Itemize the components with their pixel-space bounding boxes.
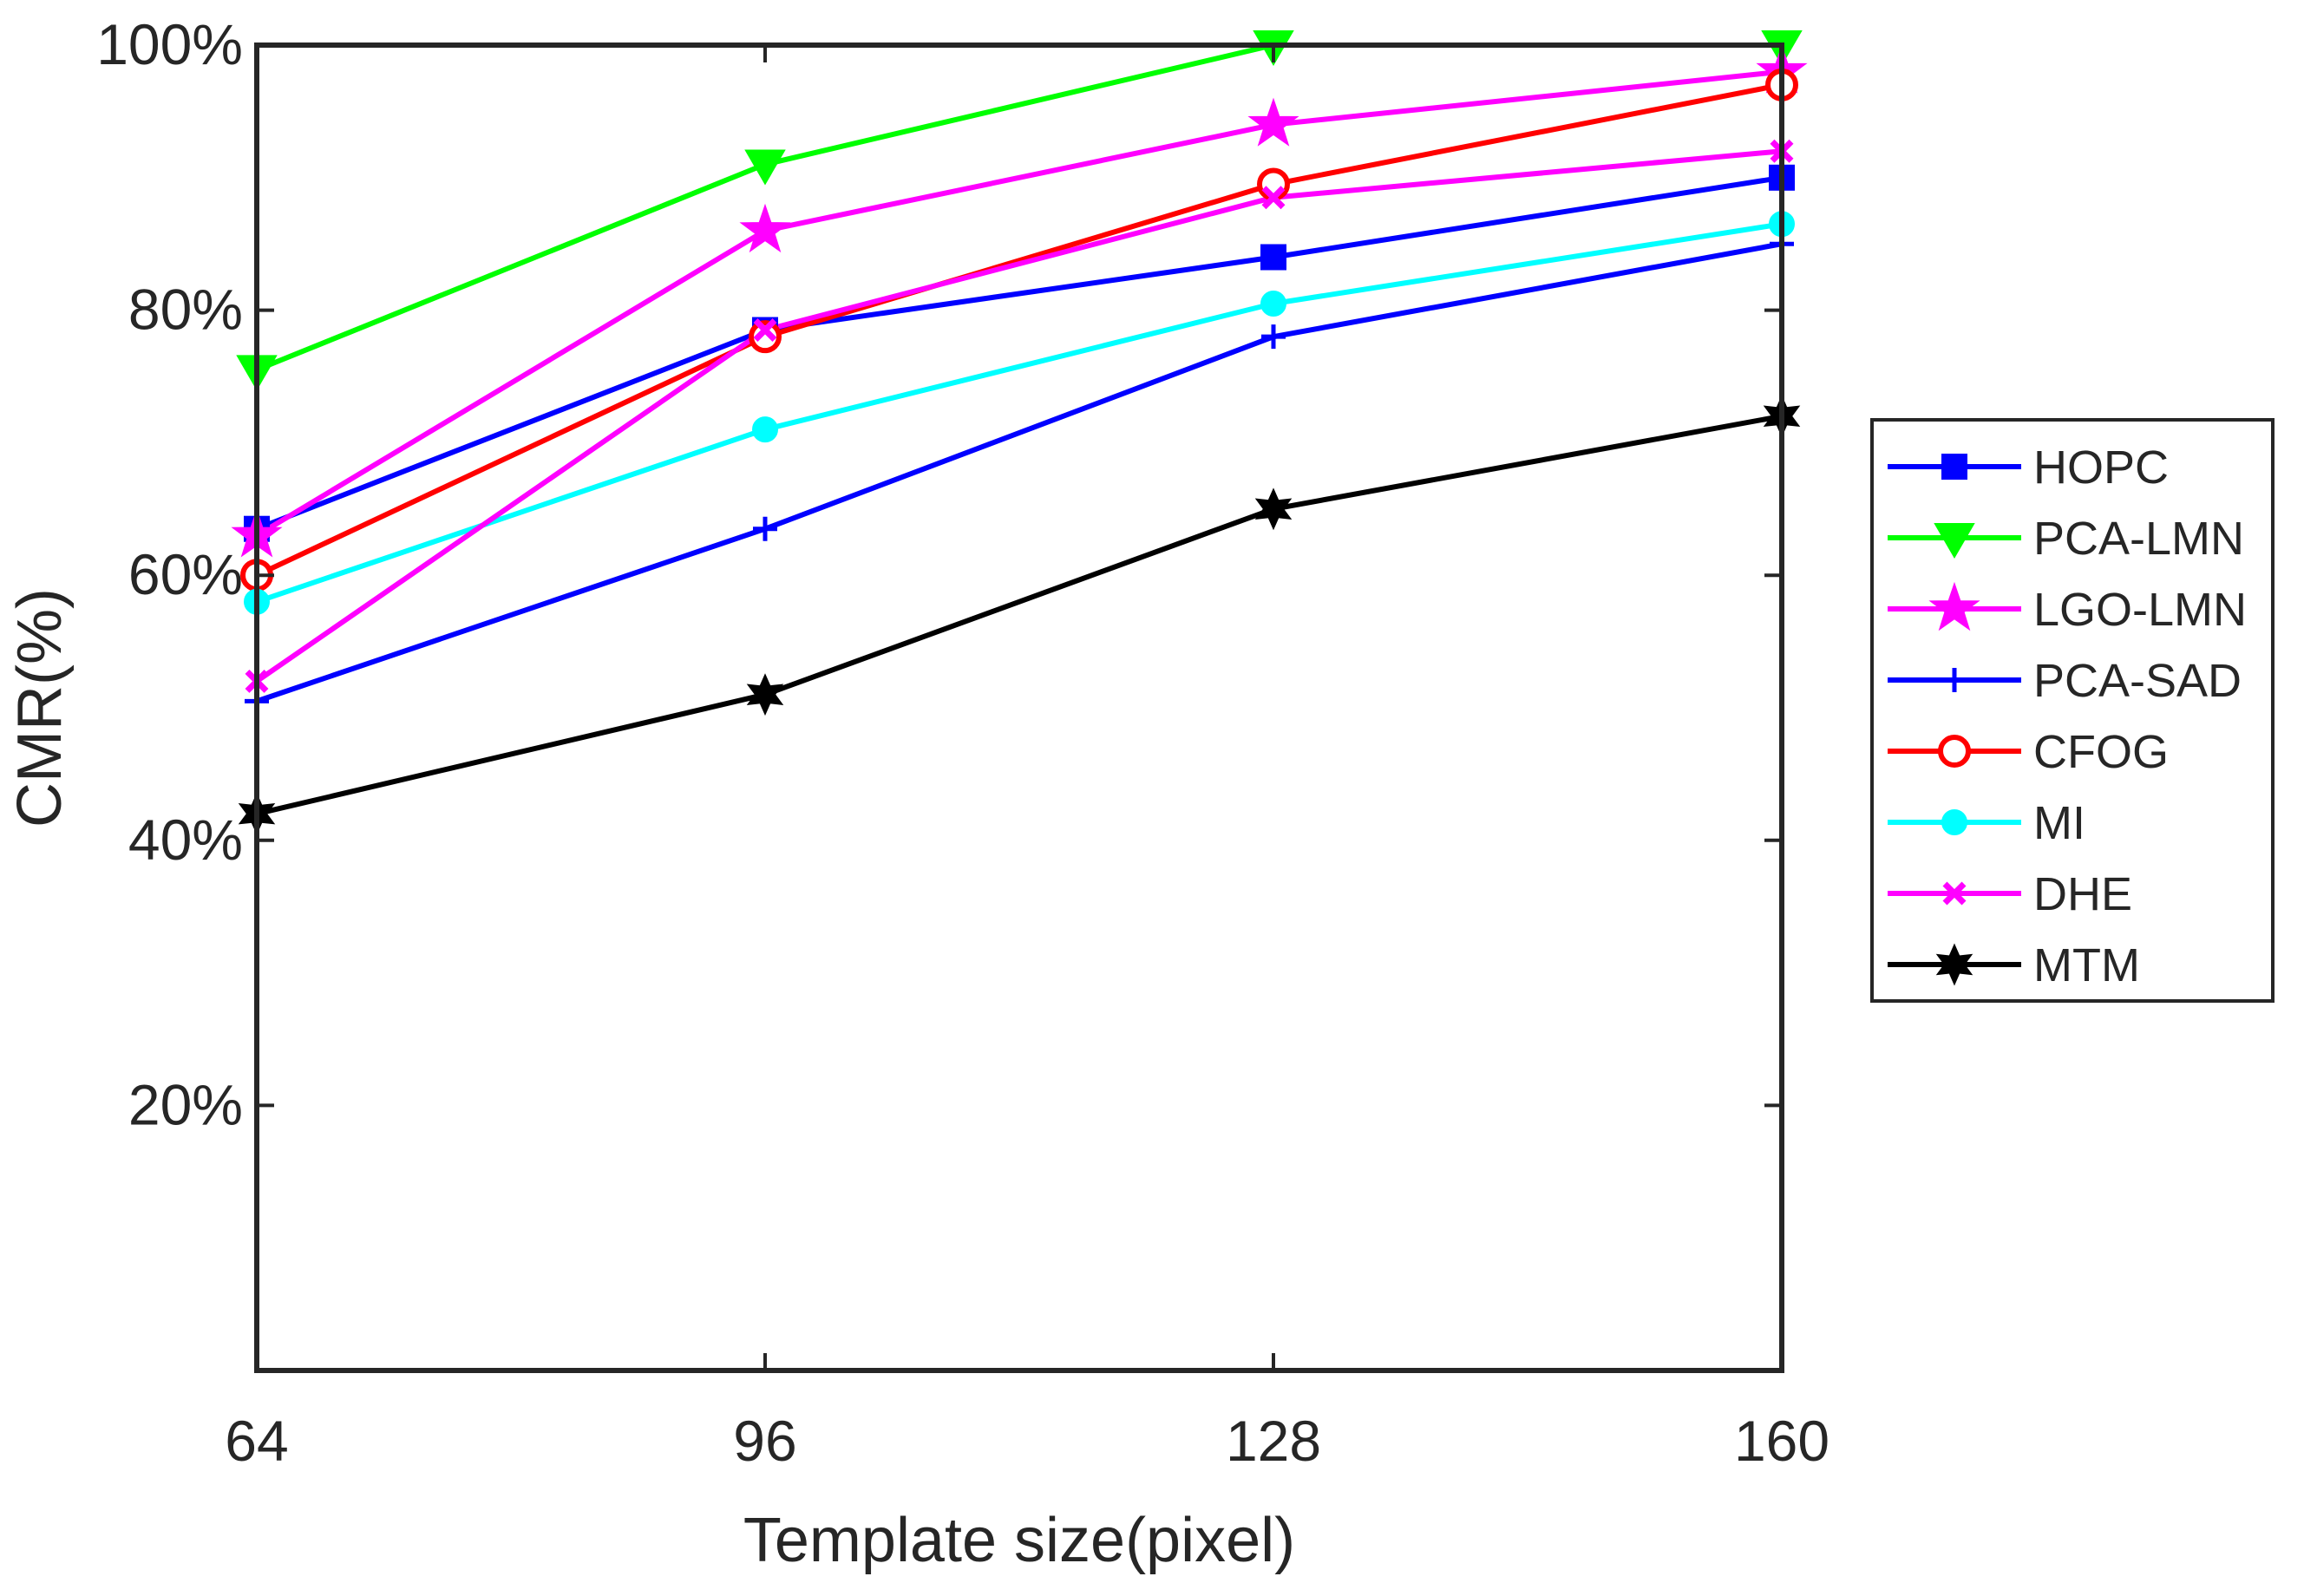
- plot-frame: [254, 43, 1784, 1373]
- x-axis: 64 96 128 160: [225, 45, 1829, 1473]
- x-axis-title: Template size(pixel): [743, 1506, 1295, 1575]
- legend-entry-mi: MI: [1888, 797, 2085, 849]
- legend: HOPC PCA-LMN LGO-LMN PCA-SAD CFOG MI DHE MTM: [1870, 418, 2275, 1003]
- x-tick-label: 64: [225, 1409, 288, 1473]
- y-tick-label: 80%: [128, 278, 243, 342]
- legend-label: LGO-LMN: [2033, 584, 2247, 636]
- legend-label: MI: [2033, 797, 2085, 849]
- legend-marker: [1942, 881, 1967, 906]
- y-tick-label: 100%: [96, 12, 243, 76]
- data-point-lgo-lmn: [739, 203, 791, 253]
- data-point-dhe: [1261, 186, 1286, 210]
- legend-entry-lgo-lmn: LGO-LMN: [1888, 581, 2247, 636]
- legend-label: HOPC: [2033, 442, 2169, 494]
- legend-entry-cfog: CFOG: [1888, 726, 2169, 778]
- legend-label: PCA-LMN: [2033, 513, 2244, 565]
- data-point-mi: [752, 416, 778, 443]
- data-point-pca-sad: [753, 516, 777, 541]
- legend-marker: [1941, 454, 1967, 480]
- data-point-hopc: [1260, 244, 1286, 271]
- legend-marker: [1941, 809, 1967, 835]
- data-point-mtm: [1254, 487, 1293, 531]
- legend-entry-mtm: MTM: [1888, 939, 2140, 991]
- y-tick-label: 60%: [128, 542, 243, 606]
- x-tick-label: 128: [1226, 1409, 1321, 1473]
- legend-label: MTM: [2033, 939, 2140, 991]
- x-tick-label: 96: [733, 1409, 796, 1473]
- series-line-pca-sad: [256, 241, 1783, 704]
- x-tick-label: 160: [1734, 1409, 1829, 1473]
- legend-entry-hopc: HOPC: [1888, 442, 2169, 494]
- legend-entry-pca-sad: PCA-SAD: [1888, 655, 2242, 707]
- data-point-pca-lmn: [744, 149, 786, 186]
- legend-marker: [1938, 735, 1971, 768]
- series-line-cfog: [255, 82, 1783, 578]
- legend-entry-pca-lmn: PCA-LMN: [1888, 513, 2244, 565]
- legend-marker: [1934, 523, 1975, 559]
- series-line-mtm: [256, 413, 1783, 817]
- legend-box: [1870, 418, 2275, 1003]
- series-line-lgo-lmn: [255, 69, 1783, 538]
- series-line-mi: [256, 221, 1783, 605]
- y-axis-title: CMR(%): [5, 588, 75, 827]
- y-tick-label: 20%: [128, 1072, 243, 1136]
- data-point-cfog: [749, 320, 782, 354]
- legend-marker: [1928, 581, 1980, 631]
- legend-label: CFOG: [2033, 726, 2169, 778]
- legend-marker: [1935, 943, 1973, 986]
- data-point-dhe: [753, 318, 777, 342]
- data-point-mi: [1260, 290, 1286, 317]
- legend-marker: [1942, 668, 1967, 692]
- y-axis: 20% 40% 60% 80% 100%: [96, 12, 1782, 1136]
- plot-lines: [255, 43, 1783, 817]
- legend-entry-dhe: DHE: [1888, 868, 2132, 920]
- data-point-lgo-lmn: [1247, 97, 1299, 147]
- data-point-mtm: [746, 673, 784, 716]
- series-line-hopc: [255, 174, 1783, 532]
- series-line-dhe: [255, 148, 1783, 684]
- legend-label: DHE: [2033, 868, 2132, 920]
- data-point-pca-sad: [1261, 324, 1286, 350]
- legend-label: PCA-SAD: [2033, 655, 2242, 707]
- y-tick-label: 40%: [128, 808, 243, 872]
